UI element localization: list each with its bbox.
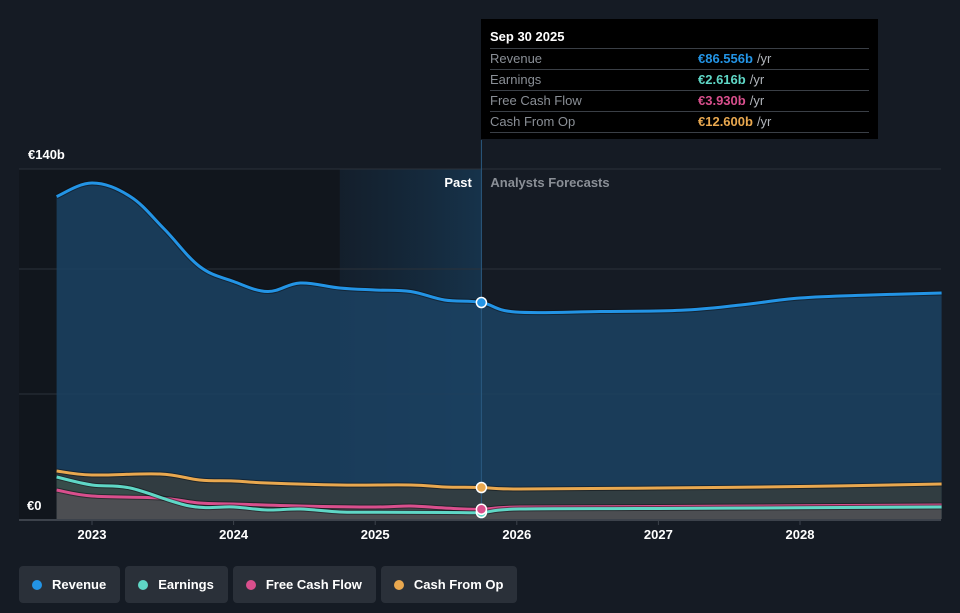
tooltip: Sep 30 2025 Revenue €86.556b /yr Earning…	[481, 19, 878, 139]
tooltip-label: Revenue	[490, 51, 543, 66]
x-tick-label: 2024	[219, 527, 249, 542]
free-cash-flow-dot-icon	[245, 579, 256, 590]
legend-item-earnings[interactable]: Earnings	[125, 566, 228, 603]
line-revenue	[55, 181, 942, 315]
legend-item-cash-from-op[interactable]: Cash From Op	[380, 566, 518, 603]
tooltip-value: €3.930b	[698, 93, 746, 108]
legend-item-revenue[interactable]: Revenue	[19, 566, 121, 603]
tooltip-value: €86.556b	[698, 51, 753, 66]
y-tick-label: €0	[27, 498, 42, 513]
hover-markers	[475, 296, 488, 519]
area-revenue	[56, 183, 942, 519]
tooltip-value: €2.616b	[698, 72, 746, 87]
tooltip-value: €12.600b	[698, 114, 753, 129]
tooltip-label: Free Cash Flow	[490, 93, 582, 108]
tooltip-unit: /yr	[749, 72, 765, 87]
tooltip-row-cash-from-op: Cash From Op €12.600b /yr	[490, 111, 869, 133]
legend-item-free-cash-flow[interactable]: Free Cash Flow	[232, 566, 376, 603]
line-earnings	[56, 475, 942, 515]
tooltip-date: Sep 30 2025	[490, 29, 565, 44]
tooltip-row-revenue: Revenue €86.556b /yr	[490, 48, 869, 69]
forecast-region-label: Analysts Forecasts	[490, 175, 610, 190]
tooltip-label: Earnings	[490, 72, 542, 87]
legend-label: Revenue	[52, 577, 107, 592]
legend-label: Cash From Op	[413, 577, 504, 592]
revenue-dot-icon	[32, 579, 42, 590]
legend-label: Free Cash Flow	[265, 577, 362, 592]
x-tick-label: 2023	[77, 527, 107, 542]
tooltip-row-earnings: Earnings €2.616b /yr	[490, 69, 869, 90]
legend: Revenue Earnings Free Cash Flow Cash Fro…	[19, 566, 518, 603]
y-tick-label: €140b	[28, 147, 65, 162]
marker-revenue	[475, 296, 488, 309]
tooltip-row-free-cash-flow: Free Cash Flow €3.930b /yr	[490, 90, 869, 111]
x-tick-label: 2027	[643, 527, 673, 542]
cash-from-op-dot-icon	[393, 579, 404, 590]
series-lines	[55, 180, 942, 516]
x-tick-label: 2028	[785, 527, 815, 542]
line-cash-from-op	[56, 469, 942, 491]
x-tick-label: 2025	[360, 527, 390, 542]
x-tick-label: 2026	[502, 527, 532, 542]
earnings-dot-icon	[138, 579, 149, 590]
tooltip-label: Cash From Op	[490, 114, 576, 129]
marker-cash-from-op	[475, 481, 488, 494]
legend-label: Earnings	[158, 577, 214, 592]
tooltip-unit: /yr	[756, 51, 772, 66]
tooltip-unit: /yr	[756, 114, 772, 129]
past-region-label: Past	[444, 175, 472, 190]
tooltip-unit: /yr	[749, 93, 765, 108]
marker-free-cash-flow	[475, 503, 488, 515]
